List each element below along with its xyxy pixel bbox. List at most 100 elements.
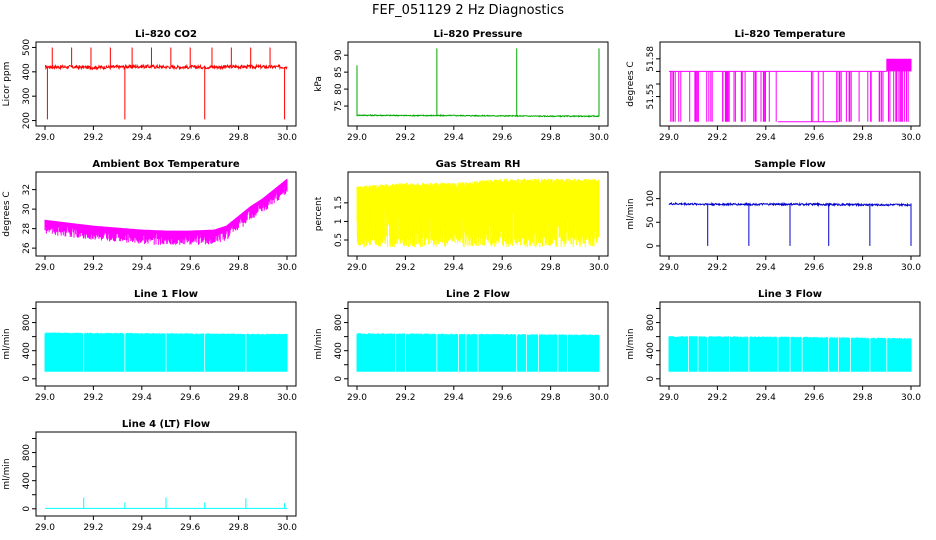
- y-tick-label: 28: [22, 223, 32, 235]
- series-line: [356, 333, 600, 372]
- x-tick-label: 29.8: [229, 393, 249, 403]
- x-tick-label: 29.4: [444, 133, 464, 143]
- panel-6: Sample Flow 29.0 29.2 29.4 29.6 29.8 30.0 0 50 10…: [626, 159, 921, 273]
- plot-area: [669, 58, 912, 123]
- y-tick-label: 51.58: [646, 46, 656, 72]
- panel-10: Line 4 (LT) Flow 29.0 29.2 29.4 29.6 29.8 30.0…: [2, 419, 297, 533]
- plot-area: [356, 178, 600, 248]
- plot-area: [668, 201, 912, 246]
- plot-area: [44, 332, 288, 372]
- panel-title: Li–820 Pressure: [434, 29, 523, 40]
- y-tick-label: 0: [646, 243, 656, 249]
- panel-9: Line 3 Flow 29.0 29.2 29.4 29.6 29.8 30.0 0 400 8…: [626, 289, 921, 403]
- x-tick-label: 29.6: [492, 133, 512, 143]
- x-tick-label: 29.4: [756, 133, 776, 143]
- x-tick-label: 29.4: [132, 523, 152, 533]
- series-line: [44, 178, 288, 245]
- panel-title: Ambient Box Temperature: [92, 159, 239, 170]
- y-tick-label: 0: [22, 376, 32, 382]
- x-tick-label: 29.4: [132, 133, 152, 143]
- x-tick-label: 29.8: [541, 263, 561, 273]
- plot-frame: [347, 171, 609, 257]
- y-axis-label: ml/min: [626, 328, 636, 359]
- panel-title: Line 4 (LT) Flow: [122, 419, 210, 430]
- y-tick-label: 80: [334, 83, 344, 95]
- panel-8: Line 2 Flow 29.0 29.2 29.4 29.6 29.8 30.0 0 400 8…: [314, 289, 609, 403]
- x-tick-label: 29.0: [347, 133, 367, 143]
- x-tick-label: 29.0: [659, 263, 679, 273]
- x-tick-label: 30.0: [589, 133, 609, 143]
- y-axis-label: ml/min: [2, 328, 12, 359]
- y-tick-label: 400: [646, 342, 656, 359]
- y-tick-label: 200: [22, 112, 32, 129]
- y-tick-label: 400: [22, 342, 32, 359]
- x-tick-label: 30.0: [277, 263, 297, 273]
- series-line: [44, 332, 288, 372]
- series-line: [356, 178, 600, 248]
- y-axis-label: ml/min: [2, 458, 12, 489]
- panel-title: Line 1 Flow: [134, 289, 198, 300]
- plot-frame: [35, 41, 297, 127]
- x-tick-label: 29.4: [756, 393, 776, 403]
- series-line: [668, 336, 912, 372]
- x-tick-label: 29.6: [492, 263, 512, 273]
- x-tick-label: 29.8: [541, 133, 561, 143]
- y-tick-label: 800: [22, 314, 32, 331]
- panel-title: Line 2 Flow: [446, 289, 510, 300]
- panel-7: Line 1 Flow 29.0 29.2 29.4 29.6 29.8 30.0 0 400 8…: [2, 289, 297, 403]
- plot-frame: [659, 41, 921, 127]
- y-tick-label: 90: [334, 49, 344, 61]
- x-tick-label: 29.6: [492, 393, 512, 403]
- y-axis-label: degrees C: [2, 191, 12, 236]
- x-tick-label: 30.0: [589, 393, 609, 403]
- x-tick-label: 29.6: [180, 393, 200, 403]
- plot-frame: [347, 301, 609, 387]
- x-tick-label: 30.0: [277, 133, 297, 143]
- plot-frame: [35, 301, 297, 387]
- y-tick-label: 400: [334, 342, 344, 359]
- plot-frame: [659, 171, 921, 257]
- x-tick-label: 29.4: [756, 263, 776, 273]
- y-tick-label: 300: [22, 87, 32, 104]
- x-tick-label: 29.8: [853, 133, 873, 143]
- y-tick-label: 50: [646, 216, 656, 228]
- x-tick-label: 29.2: [707, 263, 727, 273]
- panel-title: Li–820 Temperature: [734, 29, 845, 40]
- figure-title: FEF_051129 2 Hz Diagnostics: [372, 3, 564, 18]
- series-line: [45, 497, 287, 509]
- x-tick-label: 30.0: [901, 393, 921, 403]
- series-line: [44, 47, 288, 120]
- x-tick-label: 29.0: [347, 263, 367, 273]
- series-line: [668, 201, 912, 246]
- series-line: [356, 48, 600, 118]
- y-tick-label: 30: [22, 203, 32, 215]
- y-tick-label: 800: [646, 314, 656, 331]
- x-tick-label: 29.0: [347, 393, 367, 403]
- x-tick-label: 29.4: [444, 393, 464, 403]
- plot-area: [44, 47, 288, 120]
- x-tick-label: 29.2: [395, 393, 415, 403]
- panel-title: Li–820 CO2: [135, 29, 197, 40]
- x-tick-label: 29.6: [180, 133, 200, 143]
- x-tick-label: 30.0: [277, 523, 297, 533]
- x-tick-label: 29.2: [83, 133, 103, 143]
- x-tick-label: 29.8: [853, 263, 873, 273]
- panel-title: Sample Flow: [754, 159, 826, 170]
- panel-title: Gas Stream RH: [436, 159, 521, 170]
- y-tick-label: 100: [646, 190, 656, 207]
- panel-4: Ambient Box Temperature 29.0 29.2 29.4 29.6 2…: [2, 159, 297, 273]
- x-tick-label: 29.2: [83, 523, 103, 533]
- y-tick-label: 51.55: [646, 84, 656, 110]
- y-axis-label: percent: [314, 196, 324, 231]
- y-tick-label: 85: [334, 66, 344, 77]
- y-tick-label: 500: [22, 39, 32, 56]
- x-tick-label: 29.6: [180, 263, 200, 273]
- x-tick-label: 29.2: [395, 263, 415, 273]
- y-axis-label: Licor ppm: [2, 62, 12, 107]
- plot-area: [45, 497, 287, 509]
- plot-frame: [35, 431, 297, 517]
- x-tick-label: 29.2: [83, 393, 103, 403]
- y-tick-label: 0: [334, 376, 344, 382]
- x-tick-label: 29.2: [83, 263, 103, 273]
- y-axis-label: ml/min: [314, 328, 324, 359]
